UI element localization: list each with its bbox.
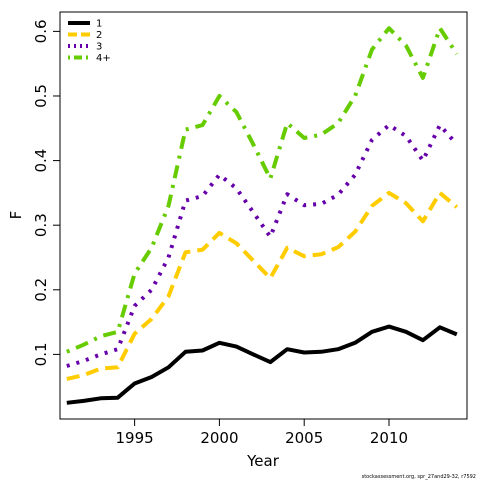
series-line-4 bbox=[66, 26, 459, 354]
footnote: stockassessment.org, spr_27and29-32, r75… bbox=[361, 474, 476, 480]
x-tick-label: 2005 bbox=[285, 429, 323, 447]
series-layer bbox=[66, 26, 459, 405]
y-tick-label: 0.1 bbox=[32, 342, 50, 366]
y-tick-label: 0.5 bbox=[32, 84, 50, 108]
series-line-2 bbox=[66, 190, 459, 381]
y-tick-label: 0.6 bbox=[32, 19, 50, 43]
x-axis-title: Year bbox=[246, 452, 280, 470]
x-tick-label: 1995 bbox=[116, 429, 154, 447]
legend-label-1: 1 bbox=[96, 19, 102, 30]
series-line-3 bbox=[66, 123, 459, 368]
x-axis: 1995 2000 2005 2010 bbox=[116, 418, 408, 447]
y-tick-label: 0.3 bbox=[32, 213, 50, 237]
y-tick-label: 0.2 bbox=[32, 278, 50, 302]
legend-label-4: 4+ bbox=[96, 53, 111, 64]
x-tick-label: 2010 bbox=[370, 429, 408, 447]
y-axis: 0.1 0.2 0.3 0.4 0.5 0.6 bbox=[32, 19, 61, 366]
y-tick-label: 0.4 bbox=[32, 149, 50, 173]
y-axis-title: F bbox=[7, 211, 25, 220]
series-line-1 bbox=[66, 324, 458, 405]
x-tick-label: 2000 bbox=[200, 429, 238, 447]
legend-label-3: 3 bbox=[96, 42, 102, 53]
legend-label-2: 2 bbox=[96, 30, 102, 41]
